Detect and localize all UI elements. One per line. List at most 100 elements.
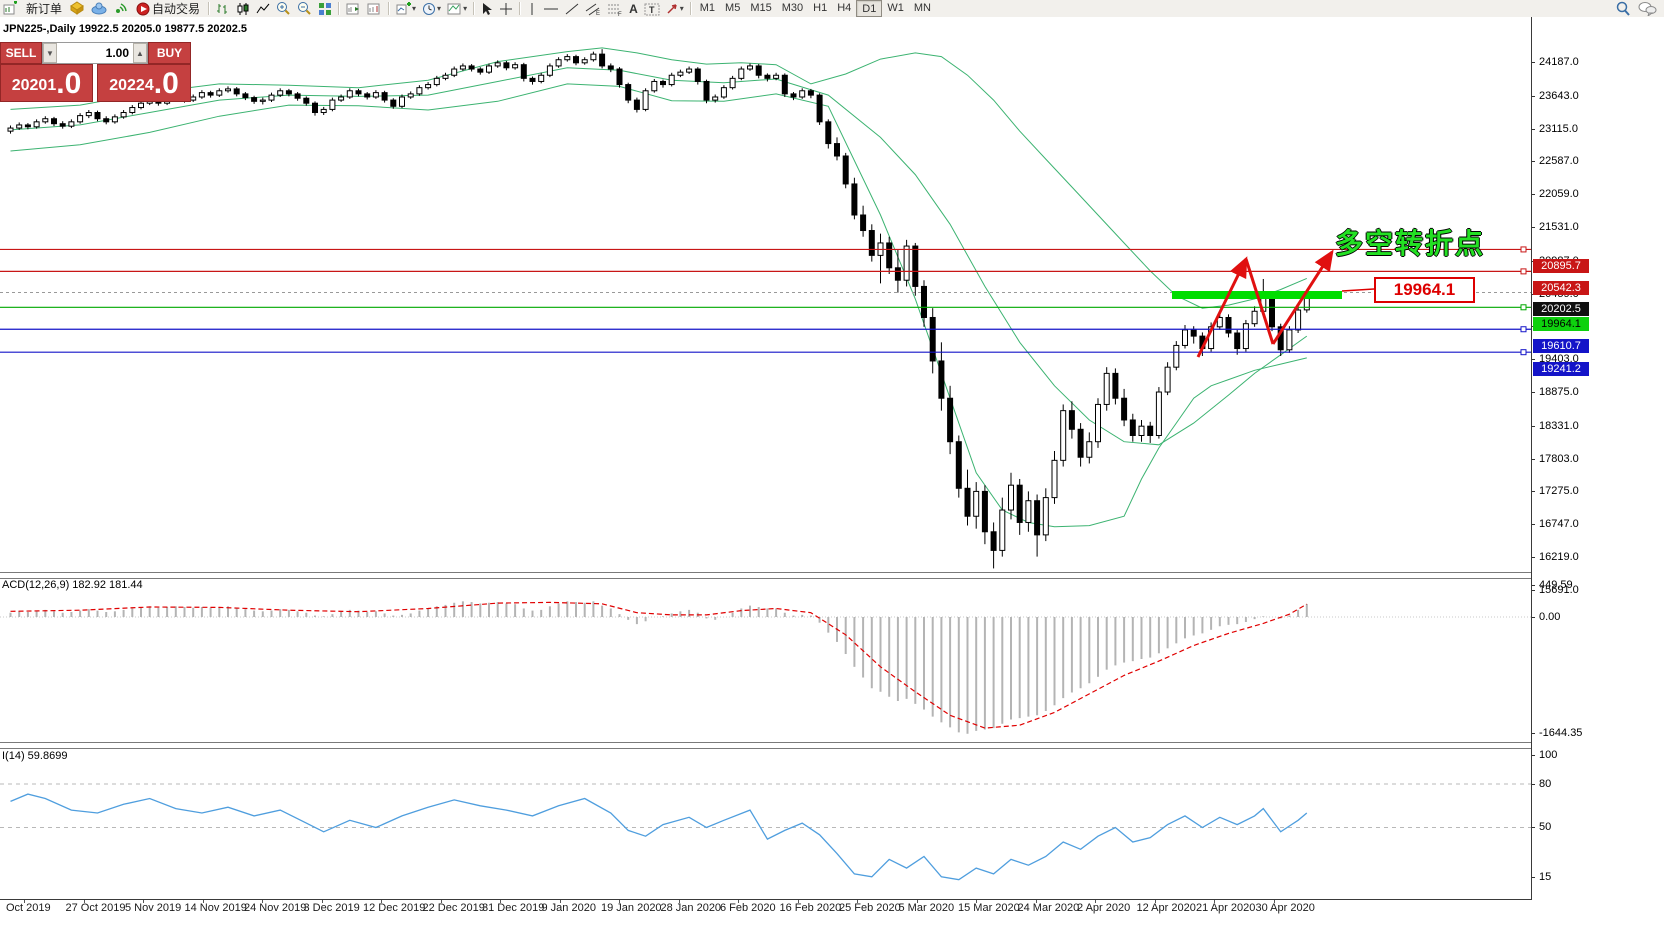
date-label: 14 Nov 2019	[184, 902, 247, 914]
candle-body	[459, 65, 466, 70]
candle-body	[938, 360, 945, 399]
date-label: 9 Jan 2020	[541, 902, 596, 914]
bar-chart-button[interactable]	[214, 1, 232, 16]
candle-body	[616, 68, 623, 86]
candle-body	[7, 127, 14, 132]
trend-arrow	[1196, 256, 1248, 358]
candle-body	[1147, 425, 1154, 436]
zoom-in-button[interactable]	[274, 1, 293, 16]
date-label: 2 Apr 2020	[1077, 902, 1131, 914]
candle-body	[816, 94, 823, 123]
svg-text:T: T	[649, 5, 655, 15]
candle-body	[103, 118, 110, 123]
signals-button[interactable]	[111, 1, 130, 16]
chevron-down-icon: ▾	[679, 4, 684, 13]
candle-body	[999, 509, 1006, 551]
price-chip: 19241.2	[1533, 362, 1589, 377]
timeframe-d1[interactable]: D1	[856, 0, 883, 17]
sell-price-button[interactable]: 20201.0	[0, 64, 93, 102]
candlestick-chart-button[interactable]	[234, 1, 252, 16]
clock-icon	[423, 2, 436, 15]
candle-body	[1155, 391, 1162, 436]
crosshair-button[interactable]	[497, 1, 515, 16]
chat-button[interactable]	[1635, 1, 1659, 16]
community-button[interactable]	[89, 1, 109, 16]
horizontal-line-button[interactable]	[541, 1, 561, 16]
indicators-button[interactable]: ▾	[394, 1, 418, 16]
main-chart-canvas[interactable]	[0, 17, 1531, 572]
line-end-handle	[1520, 246, 1527, 253]
rsi-panel-canvas[interactable]	[0, 747, 1531, 899]
volume-up-button[interactable]: ▲	[133, 43, 147, 63]
candle-body	[1138, 425, 1145, 436]
candle-body	[538, 74, 545, 82]
candle-body	[233, 88, 240, 95]
candle-body	[259, 99, 266, 102]
autotrading-button[interactable]: 自动交易	[132, 1, 204, 16]
indicator-axis-label: 0.00	[1539, 611, 1561, 623]
sell-button[interactable]: SELL	[0, 42, 42, 64]
time-axis-line	[0, 899, 1531, 900]
buy-label: BUY	[156, 46, 183, 60]
text-button[interactable]: A	[629, 1, 638, 16]
buy-button[interactable]: BUY	[148, 42, 191, 64]
indicator-axis-label: 100	[1539, 749, 1558, 761]
chart-shift-button[interactable]	[344, 1, 363, 16]
arrows-button[interactable]: ▾	[664, 1, 686, 16]
candle-body	[851, 183, 858, 216]
timeframe-m30[interactable]: M30	[781, 1, 804, 14]
candle-body	[633, 99, 640, 110]
candle-body	[512, 64, 519, 69]
indicator-tick-mark	[1531, 585, 1535, 586]
candle-body	[381, 92, 388, 101]
auto-scroll-button[interactable]	[365, 1, 384, 16]
tile-windows-button[interactable]	[316, 1, 334, 16]
macd-panel-canvas[interactable]	[0, 577, 1531, 742]
timeframe-h1[interactable]: H1	[813, 1, 828, 14]
zoom-out-button[interactable]	[295, 1, 314, 16]
text-label-button[interactable]: T	[642, 1, 662, 16]
new-order-button[interactable]: 新订单	[22, 1, 66, 16]
candle-body	[1112, 372, 1119, 399]
templates-button[interactable]: ▾	[445, 1, 469, 16]
panel-splitter[interactable]	[0, 742, 1531, 749]
timeframe-m15[interactable]: M15	[750, 1, 772, 14]
price-chip: 20895.7	[1533, 259, 1589, 274]
trade-panel-top-row: SELL ▼ 1.00 ▲ BUY	[0, 42, 191, 64]
equidistant-channel-button[interactable]: E	[583, 1, 603, 16]
panel-splitter[interactable]	[0, 572, 1531, 579]
buy-price-pips: .0	[153, 67, 179, 100]
date-label: Oct 2019	[6, 902, 51, 914]
metaquotes-button[interactable]	[68, 1, 87, 16]
timeframe-mn[interactable]: MN	[913, 1, 931, 14]
candle-body	[24, 124, 31, 128]
line-chart-icon	[256, 3, 270, 13]
line-chart-button[interactable]	[254, 1, 272, 16]
candle-body	[42, 118, 49, 123]
toolbar-right-group	[1612, 1, 1660, 16]
vertical-line-button[interactable]	[525, 1, 539, 16]
candle-body	[477, 68, 484, 73]
timeframe-m5[interactable]: M5	[725, 1, 741, 14]
timeframe-w1[interactable]: W1	[887, 1, 904, 14]
timeframe-h4[interactable]: H4	[837, 1, 852, 14]
candle-body	[16, 124, 23, 129]
periods-button[interactable]: ▾	[420, 1, 443, 16]
timeframe-m1[interactable]: M1	[699, 1, 716, 14]
date-tick	[797, 899, 799, 903]
volume-down-button[interactable]: ▼	[43, 43, 57, 63]
cursor-button[interactable]	[479, 1, 495, 16]
new-chart-button[interactable]	[1, 1, 20, 16]
candle-body	[1225, 316, 1232, 334]
template-icon	[447, 3, 461, 14]
volume-value[interactable]: 1.00	[105, 46, 129, 60]
trendline-button[interactable]	[563, 1, 581, 16]
date-label: 21 Apr 2020	[1196, 902, 1256, 914]
search-button[interactable]	[1613, 1, 1633, 16]
buy-price-button[interactable]: 20224.0	[97, 64, 191, 102]
candle-body	[390, 99, 397, 107]
candle-body	[77, 115, 84, 123]
svg-text:E: E	[596, 11, 600, 16]
fibonacci-button[interactable]: F	[605, 1, 625, 16]
candle-body	[242, 93, 249, 99]
